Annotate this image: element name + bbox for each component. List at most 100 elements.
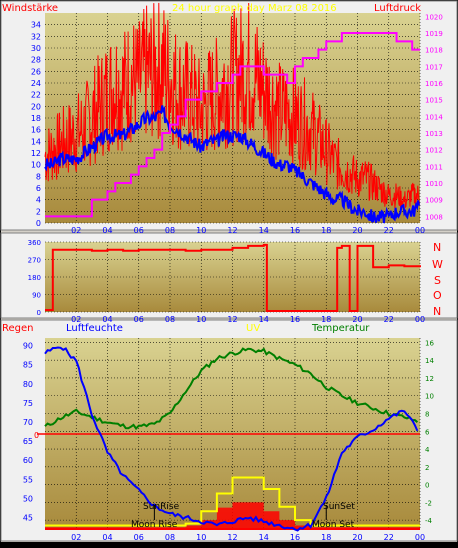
pressure-y-tick-label: 1019 xyxy=(425,30,443,38)
compass-n-top: N xyxy=(433,241,441,254)
humidity-y-tick-label: 45 xyxy=(23,514,33,523)
pressure-y-tick-label: 1017 xyxy=(425,63,443,71)
wind-y-tick-label: 18 xyxy=(31,114,41,123)
wind-y-tick-label: 26 xyxy=(31,67,41,76)
humidity-y-tick-label: 85 xyxy=(23,361,33,370)
humidity-y-tick-label: 75 xyxy=(23,399,33,408)
x-tick-label: 04 xyxy=(102,533,112,542)
x-tick-label: 16 xyxy=(290,533,300,542)
temperature-y-tick-label: 12 xyxy=(425,375,434,383)
temperature-y-tick-label: 16 xyxy=(425,339,434,347)
temperature-y-tick-label: 6 xyxy=(425,428,430,436)
pressure-y-tick-label: 1020 xyxy=(425,13,443,21)
wind-y-tick-label: 20 xyxy=(31,102,41,111)
humidity-y-tick-label: 70 xyxy=(23,418,33,427)
wind-y-tick-label: 16 xyxy=(31,126,41,135)
rain-zero-tick: 0 xyxy=(34,431,39,440)
x-tick-label: 22 xyxy=(384,226,394,235)
uv-line xyxy=(45,476,420,527)
temperature-y-tick-label: 8 xyxy=(425,411,429,419)
direction-y-tick-label: 180 xyxy=(28,274,41,282)
x-tick-label: 02 xyxy=(71,315,81,324)
x-tick-label: 12 xyxy=(227,226,237,235)
x-tick-label: 22 xyxy=(384,533,394,542)
pressure-y-tick-label: 1015 xyxy=(425,97,443,105)
humidity-y-tick-label: 55 xyxy=(23,475,33,484)
pressure-y-tick-label: 1014 xyxy=(425,113,443,121)
wind-y-tick-label: 28 xyxy=(31,56,41,65)
humidity-y-tick-label: 80 xyxy=(23,380,33,389)
uv-label: UV xyxy=(246,323,260,334)
x-tick-label: 10 xyxy=(196,315,206,324)
x-tick-label: 06 xyxy=(134,533,144,542)
sunset-annotation: SunSet xyxy=(323,502,355,512)
temperature-y-tick-label: 4 xyxy=(425,446,430,454)
series-layer xyxy=(37,2,421,532)
compass-n-bottom: N xyxy=(433,305,441,318)
direction-y-tick-label: 0 xyxy=(37,309,41,317)
pressure-line xyxy=(45,32,420,218)
moonrise-annotation: Moon Rise xyxy=(131,520,178,530)
x-tick-label: 20 xyxy=(352,315,362,324)
sunrise-annotation: SunRise xyxy=(143,502,180,512)
x-tick-label: 12 xyxy=(227,533,237,542)
direction-y-tick-label: 360 xyxy=(28,239,41,247)
wind-average-line xyxy=(44,105,420,224)
wind-speed-label: Windstärke xyxy=(2,3,58,14)
temperature-y-tick-label: -2 xyxy=(425,499,432,507)
pressure-y-tick-label: 1010 xyxy=(425,180,443,188)
x-tick-label: 16 xyxy=(290,315,300,324)
pressure-y-tick-label: 1011 xyxy=(425,163,443,171)
x-tick-label: 20 xyxy=(352,226,362,235)
wind-y-tick-label: 4 xyxy=(36,196,41,205)
x-tick-label: 22 xyxy=(384,315,394,324)
solar-area xyxy=(45,502,420,529)
wind-y-tick-label: 8 xyxy=(36,172,41,181)
x-tick-label: 06 xyxy=(134,226,144,235)
direction-y-tick-label: 90 xyxy=(32,292,41,300)
x-tick-label: 04 xyxy=(102,315,112,324)
wind-y-tick-label: 10 xyxy=(31,161,41,170)
humidity-y-tick-label: 65 xyxy=(23,437,33,446)
x-tick-label: 10 xyxy=(196,226,206,235)
pressure-label: Luftdruck xyxy=(374,3,421,14)
x-tick-label: 14 xyxy=(259,226,269,235)
wind-y-tick-label: 0 xyxy=(36,219,41,228)
pressure-y-tick-label: 1016 xyxy=(425,80,443,88)
wind-y-tick-label: 30 xyxy=(31,44,41,53)
x-tick-label: 08 xyxy=(165,226,175,235)
compass-o: O xyxy=(433,289,442,302)
moonset-annotation: Moon Set xyxy=(312,520,355,530)
wind-y-tick-label: 34 xyxy=(31,21,41,30)
wind-y-tick-label: 14 xyxy=(31,137,41,146)
x-tick-label: 20 xyxy=(352,533,362,542)
x-tick-label: 18 xyxy=(321,315,331,324)
x-tick-label: 06 xyxy=(134,315,144,324)
x-tick-label: 02 xyxy=(71,533,81,542)
humidity-label: Luftfeuchte xyxy=(66,323,123,334)
humidity-y-tick-label: 60 xyxy=(23,456,33,465)
x-tick-label: 04 xyxy=(102,226,112,235)
temperature-y-tick-label: -4 xyxy=(425,517,433,525)
x-tick-label: 02 xyxy=(71,226,81,235)
x-tick-label: 08 xyxy=(165,315,175,324)
compass-s: S xyxy=(434,274,441,287)
wind-y-tick-label: 2 xyxy=(36,207,41,216)
pressure-y-tick-label: 1008 xyxy=(425,213,443,221)
wind-y-tick-label: 24 xyxy=(31,79,41,88)
direction-y-tick-label: 270 xyxy=(28,257,41,265)
x-tick-label: 18 xyxy=(321,226,331,235)
rain-label: Regen xyxy=(2,323,34,334)
temperature-y-tick-label: 0 xyxy=(425,482,429,490)
temperature-y-tick-label: 10 xyxy=(425,393,434,401)
humidity-y-tick-label: 50 xyxy=(23,494,33,503)
compass-w: W xyxy=(432,258,443,271)
x-tick-label: 12 xyxy=(227,315,237,324)
x-tick-label: 10 xyxy=(196,533,206,542)
x-tick-label: 00 xyxy=(415,315,425,324)
temperature-y-tick-label: 2 xyxy=(425,464,429,472)
wind-direction-line xyxy=(45,243,421,313)
